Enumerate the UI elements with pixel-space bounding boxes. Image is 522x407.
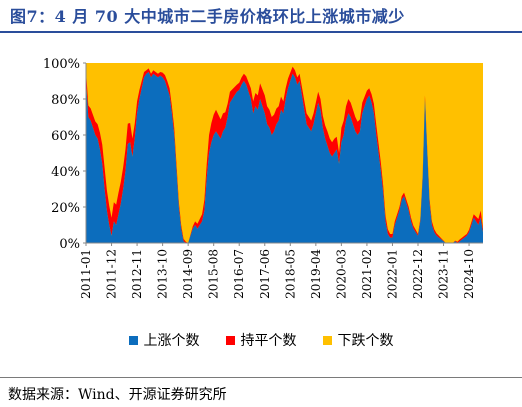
x-tick-label: 2017-06 (258, 249, 272, 299)
y-tick-label: 60% (51, 129, 80, 144)
x-tick-label: 2015-08 (207, 249, 221, 299)
legend-swatch-flat (225, 335, 235, 345)
x-tick-label: 2012-11 (130, 249, 144, 299)
x-tick-label: 2013-10 (156, 249, 170, 299)
x-tick-label: 2021-02 (360, 249, 374, 299)
stacked-area-chart: 0% 20% 40% 60% 80% 100% 2011-01 2011-12 2012-11… (43, 57, 483, 299)
x-tick-label: 2019-04 (309, 249, 323, 299)
legend-swatch-up (128, 335, 138, 345)
source-note: 数据来源：Wind、开源证券研究所 (8, 387, 227, 403)
axes (83, 62, 483, 246)
y-tick-labels: 0% 20% 40% 60% 80% 100% (43, 57, 80, 252)
y-tick-label: 0% (59, 237, 80, 252)
chart-title: 图7：4 月 70 大中城市二手房价格环比上涨城市减少 (10, 7, 405, 26)
x-tick-label: 2022-01 (386, 249, 400, 299)
series-area-flat (86, 66, 483, 243)
footer-rule (0, 377, 522, 378)
legend-label-up: 上涨个数 (143, 333, 200, 349)
x-tick-label: 2016-07 (232, 249, 246, 299)
legend-label-flat: 持平个数 (240, 333, 297, 349)
x-tick-label: 2014-09 (181, 249, 195, 299)
legend-item-flat: 持平个数 (225, 330, 297, 350)
x-tick-label: 2022-12 (411, 249, 425, 299)
legend: 上涨个数 持平个数 下跌个数 (0, 330, 522, 350)
y-tick-label: 80% (51, 93, 80, 108)
title-rule (0, 31, 522, 33)
x-tick-label: 2018-05 (283, 249, 297, 299)
series-area-up (86, 72, 483, 243)
legend-label-down: 下跌个数 (337, 333, 394, 349)
legend-item-up: 上涨个数 (128, 330, 200, 350)
y-tick-label: 100% (43, 57, 80, 72)
x-tick-labels: 2011-01 2011-12 2012-11 2013-10 2014-09 2015-… (79, 249, 476, 299)
x-tick-label: 2020-03 (334, 249, 348, 299)
x-tick-label: 2011-01 (79, 249, 93, 299)
x-tick-label: 2011-12 (105, 249, 119, 299)
x-tick-label: 2023-11 (437, 249, 451, 299)
y-tick-label: 20% (51, 201, 80, 216)
y-tick-label: 40% (51, 165, 80, 180)
legend-item-down: 下跌个数 (322, 330, 394, 350)
legend-swatch-down (322, 335, 332, 345)
x-tick-label: 2024-10 (462, 249, 476, 299)
plot-area (86, 63, 483, 243)
